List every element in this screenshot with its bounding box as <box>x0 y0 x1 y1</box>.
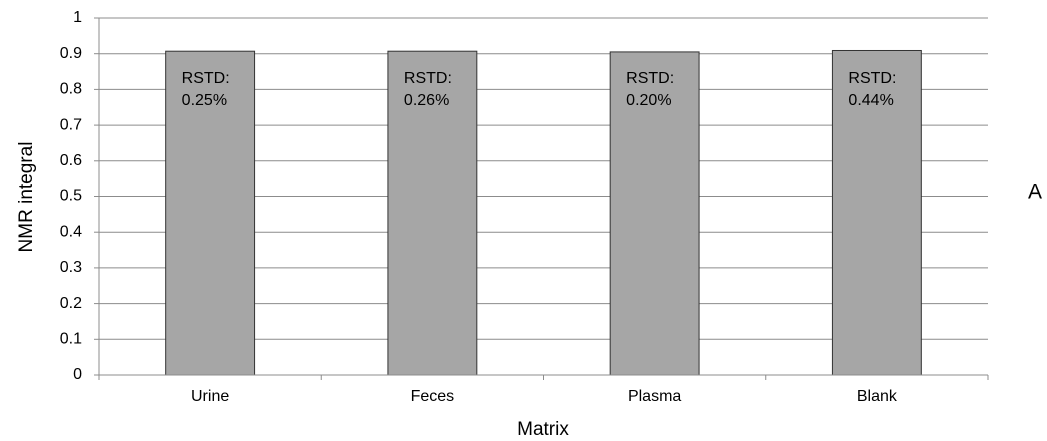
x-tick-label: Blank <box>857 388 898 405</box>
y-tick-label: 0.3 <box>60 259 82 276</box>
bar-annotation: 0.20% <box>626 92 671 109</box>
y-tick-label: 0.4 <box>60 223 82 240</box>
bar-annotation: RSTD: <box>626 70 674 87</box>
y-tick-label: 0.6 <box>60 152 82 169</box>
y-tick-label: 0.7 <box>60 116 82 133</box>
panel-label: A <box>1028 181 1042 204</box>
bar-annotation: RSTD: <box>182 70 230 87</box>
x-axis-title: Matrix <box>517 419 569 440</box>
y-tick-label: 0.2 <box>60 295 82 312</box>
x-tick-label: Plasma <box>628 388 681 405</box>
bar <box>387 50 478 376</box>
y-tick-label: 0.8 <box>60 81 82 98</box>
y-tick-label: 0.5 <box>60 188 82 205</box>
bar-annotation: 0.25% <box>182 92 227 109</box>
bar-annotation: 0.26% <box>404 92 449 109</box>
bar-annotation: RSTD: <box>848 70 896 87</box>
bar-annotation: 0.44% <box>848 92 893 109</box>
bar-annotation: RSTD: <box>404 70 452 87</box>
x-tick-label: Urine <box>191 388 229 405</box>
y-tick-label: 0.9 <box>60 45 82 62</box>
x-tick-label: Feces <box>411 388 455 405</box>
bar <box>165 50 256 376</box>
y-axis-title: NMR integral <box>16 142 37 253</box>
y-tick-label: 1 <box>73 9 82 26</box>
y-tick-label: 0 <box>73 366 82 383</box>
bar <box>831 49 922 376</box>
y-tick-label: 0.1 <box>60 331 82 348</box>
bar <box>609 51 700 376</box>
